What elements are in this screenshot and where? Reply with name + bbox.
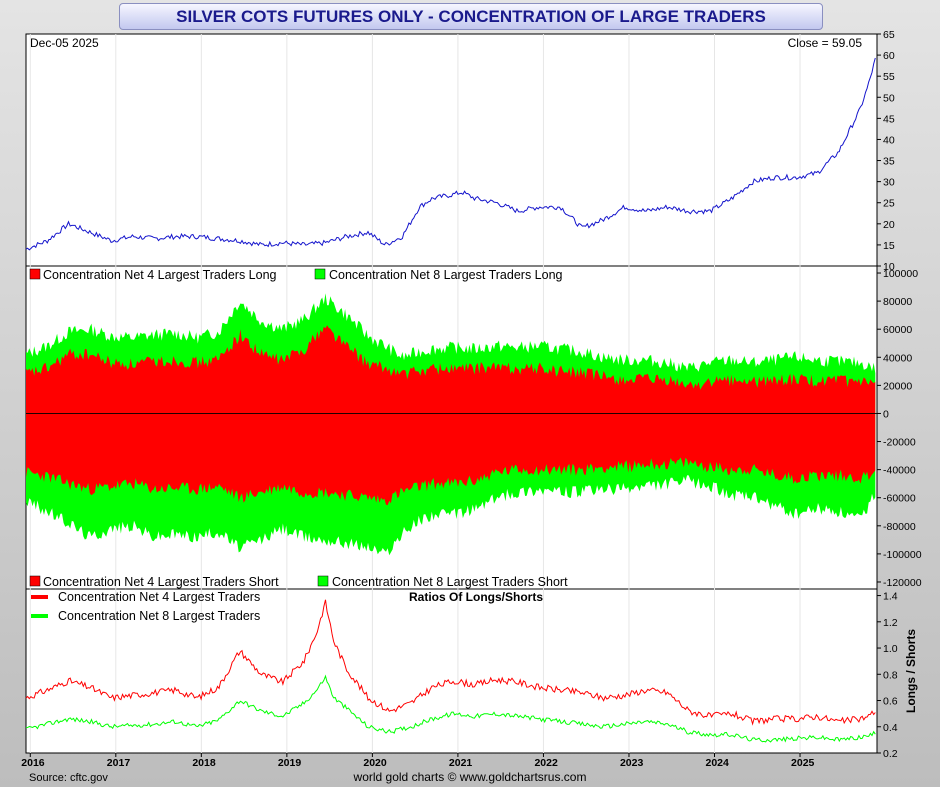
price-close-label: Close = 59.05 bbox=[788, 36, 863, 50]
price-line-group bbox=[25, 57, 876, 251]
year-tick-label: 2021 bbox=[449, 757, 473, 769]
price-tick-label: 55 bbox=[883, 71, 895, 83]
year-tick-label: 2020 bbox=[363, 757, 387, 769]
positions-areas bbox=[26, 293, 877, 556]
positions-tick-label: -80000 bbox=[883, 521, 916, 533]
credit-label: world gold charts © www.goldchartsrus.co… bbox=[353, 770, 587, 784]
ratio-tick-label: 0.4 bbox=[883, 722, 898, 734]
legend-long-green-swatch bbox=[314, 268, 326, 280]
ratio-panel-bg bbox=[25, 588, 878, 754]
price-tick-label: 20 bbox=[883, 219, 895, 231]
ratio-tick-label: 0.6 bbox=[883, 696, 898, 708]
positions-tick-label: 80000 bbox=[883, 296, 912, 308]
positions-tick-label: 40000 bbox=[883, 352, 912, 364]
ratio-y-axis-label: Longs / Shorts bbox=[904, 629, 918, 713]
price-tick-label: 35 bbox=[883, 156, 895, 168]
price-tick-label: 40 bbox=[883, 134, 895, 146]
year-tick-label: 2019 bbox=[278, 757, 302, 769]
positions-tick-label: -40000 bbox=[883, 465, 916, 477]
positions-tick-label: -100000 bbox=[883, 549, 922, 561]
price-date-label: Dec-05 2025 bbox=[30, 36, 99, 50]
price-line bbox=[25, 57, 876, 251]
price-tick-label: 30 bbox=[883, 177, 895, 189]
axis-ticks: 1015202530354045505560651000008000060000… bbox=[21, 29, 921, 769]
price-tick-label: 15 bbox=[883, 240, 895, 252]
positions-tick-label: 20000 bbox=[883, 380, 912, 392]
legend-short-red-swatch bbox=[29, 575, 41, 587]
year-tick-label: 2022 bbox=[534, 757, 558, 769]
source-label: Source: cftc.gov bbox=[29, 772, 108, 784]
year-tick-label: 2023 bbox=[620, 757, 644, 769]
area-net4-short bbox=[26, 413, 876, 506]
page-title: SILVER COTS FUTURES ONLY - CONCENTRATION… bbox=[119, 3, 823, 30]
legend-short-red-label: Concentration Net 4 Largest Traders Shor… bbox=[43, 575, 279, 589]
ratio-tick-label: 0.2 bbox=[883, 748, 898, 760]
ratio-tick-label: 1.4 bbox=[883, 591, 898, 603]
ratio-legend-red-label: Concentration Net 4 Largest Traders bbox=[58, 590, 260, 604]
year-tick-label: 2025 bbox=[791, 757, 815, 769]
ratio-line-net4 bbox=[25, 599, 876, 726]
area-net4-long bbox=[26, 325, 876, 414]
ratio-line-net8 bbox=[25, 674, 876, 743]
ratio-legend-green-label: Concentration Net 8 Largest Traders bbox=[58, 609, 260, 623]
gridlines bbox=[29, 34, 801, 753]
legend-long-red-label: Concentration Net 4 Largest Traders Long bbox=[43, 268, 277, 282]
year-tick-label: 2017 bbox=[107, 757, 131, 769]
positions-tick-label: 0 bbox=[883, 408, 889, 420]
year-tick-label: 2018 bbox=[192, 757, 216, 769]
positions-tick-label: 100000 bbox=[883, 268, 918, 280]
price-panel-bg bbox=[25, 33, 878, 267]
price-tick-label: 25 bbox=[883, 198, 895, 210]
ratio-panel-title: Ratios Of Longs/Shorts bbox=[409, 590, 543, 604]
ratio-lines-group bbox=[25, 599, 876, 743]
positions-tick-label: -120000 bbox=[883, 577, 922, 589]
ratio-tick-label: 1.0 bbox=[883, 643, 898, 655]
price-tick-label: 65 bbox=[883, 29, 895, 41]
legend-short-green-swatch bbox=[317, 575, 329, 587]
year-tick-label: 2024 bbox=[705, 757, 729, 769]
positions-tick-label: -60000 bbox=[883, 493, 916, 505]
price-tick-label: 50 bbox=[883, 92, 895, 104]
legend-short-green-label: Concentration Net 8 Largest Traders Shor… bbox=[332, 575, 568, 589]
ratio-tick-label: 0.8 bbox=[883, 669, 898, 681]
price-tick-label: 60 bbox=[883, 50, 895, 62]
legend-long-red-swatch bbox=[29, 268, 41, 280]
positions-tick-label: 60000 bbox=[883, 324, 912, 336]
positions-tick-label: -20000 bbox=[883, 437, 916, 449]
ratio-tick-label: 1.2 bbox=[883, 617, 898, 629]
year-tick-label: 2016 bbox=[21, 757, 45, 769]
price-tick-label: 45 bbox=[883, 113, 895, 125]
price-tick-label: 10 bbox=[883, 261, 895, 273]
legend-long-green-label: Concentration Net 8 Largest Traders Long bbox=[329, 268, 563, 282]
